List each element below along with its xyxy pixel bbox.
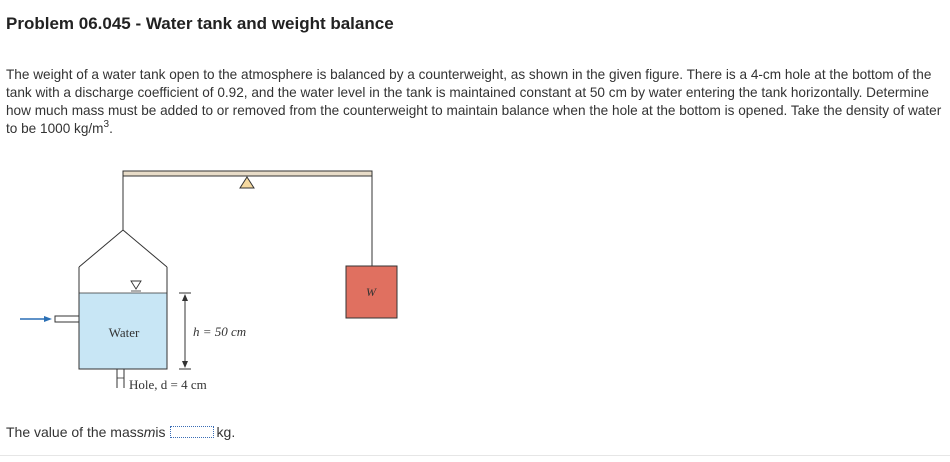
hole-label: Hole, d = 4 cm bbox=[129, 377, 207, 392]
answer-is-text: is bbox=[155, 424, 166, 440]
height-dimension bbox=[179, 292, 191, 370]
height-label: h = 50 cm bbox=[193, 324, 246, 339]
pivot-triangle bbox=[239, 176, 255, 189]
free-surface-icon bbox=[130, 280, 142, 292]
weight-label: W bbox=[366, 285, 377, 299]
problem-statement: The weight of a water tank open to the a… bbox=[6, 66, 944, 138]
balance-beam bbox=[122, 170, 373, 177]
statement-text: The weight of a water tank open to the a… bbox=[6, 67, 942, 136]
tank-water bbox=[79, 293, 167, 369]
statement-end: . bbox=[109, 121, 113, 136]
problem-title: Problem 06.045 - Water tank and weight b… bbox=[6, 14, 394, 33]
water-label: Water bbox=[109, 325, 140, 340]
statement-exponent: 3 bbox=[103, 119, 110, 130]
tank-roof bbox=[78, 229, 168, 268]
hole-icon bbox=[116, 369, 125, 388]
answer-prefix: The value of the mass bbox=[6, 424, 144, 440]
answer-unit: kg. bbox=[216, 424, 236, 440]
answer-variable: m bbox=[143, 424, 156, 440]
tank-balance-figure: Water h = 50 cm Hole, d = 4 cm W bbox=[20, 170, 398, 392]
inflow-pipe bbox=[54, 315, 80, 323]
footer-divider bbox=[0, 455, 950, 456]
mass-answer-input[interactable] bbox=[169, 426, 214, 438]
inflow-arrow-icon bbox=[20, 316, 52, 322]
counterweight-block bbox=[345, 265, 398, 319]
answer-line: The value of the mass m is kg. bbox=[6, 424, 235, 440]
